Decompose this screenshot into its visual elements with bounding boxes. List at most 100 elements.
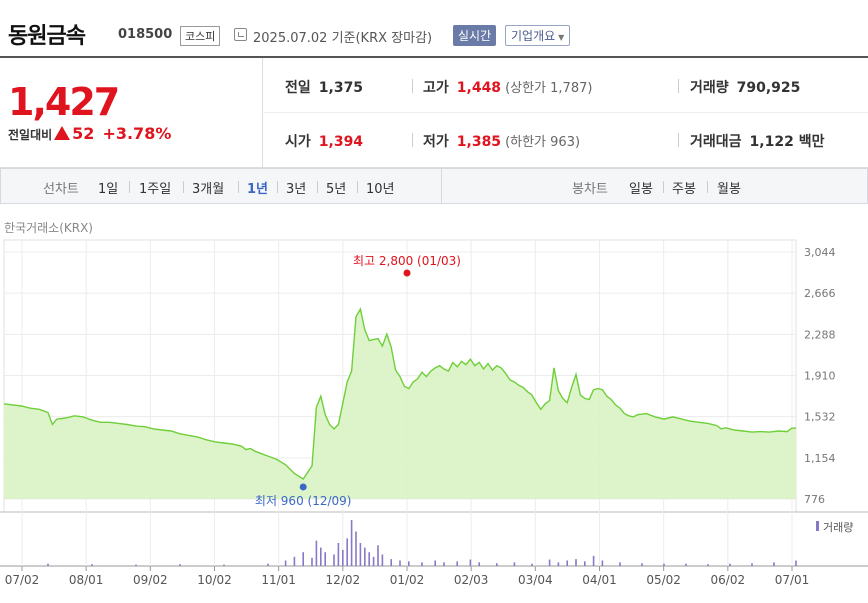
tab-divider — [183, 181, 184, 193]
prev-close: 전일 1,375 — [285, 80, 364, 96]
x-tick-label: 11/01 — [261, 573, 296, 587]
y-tick-label: 1,154 — [804, 452, 836, 465]
volume-bar — [456, 561, 458, 566]
volume-bar — [267, 563, 269, 566]
price-area — [4, 309, 796, 499]
chevron-down-icon: ▼ — [558, 33, 565, 42]
y-tick-label: 2,666 — [804, 287, 836, 300]
x-tick-label: 12/02 — [326, 573, 361, 587]
price-summary: 1,427 전일대비 52 +3.78% 전일 1,375 시가 1,394 고가 1,4… — [0, 58, 868, 168]
volume-bar — [557, 562, 560, 566]
x-tick-label: 04/01 — [582, 573, 617, 587]
volume-bar — [443, 562, 445, 566]
volume-bar — [421, 562, 423, 566]
volume-bar — [685, 563, 687, 566]
volume: 거래량 790,925 — [690, 80, 801, 96]
volume-bar — [795, 560, 797, 566]
y-tick-label: 1,910 — [804, 370, 836, 383]
volume-bar — [324, 552, 326, 566]
volume-bar — [729, 563, 731, 566]
x-tick-label: 05/02 — [646, 573, 681, 587]
volume-bar — [575, 559, 577, 566]
up-arrow-icon — [54, 126, 71, 140]
high-price: 고가 1,448 (상한가 1,787) — [423, 80, 593, 96]
clock-icon — [234, 28, 247, 41]
tab-1y[interactable]: 1년 — [247, 182, 269, 197]
volume-bar — [368, 552, 370, 566]
volume-bar — [601, 560, 604, 566]
tab-monthly[interactable]: 월봉 — [717, 182, 741, 197]
change-value: 52 — [72, 124, 95, 143]
volume-bar — [584, 561, 586, 566]
tab-divider — [317, 181, 318, 193]
realtime-button[interactable]: 실시간 — [453, 25, 497, 46]
x-tick-label: 02/03 — [454, 573, 489, 587]
volume-bar — [350, 520, 353, 566]
volume-bar — [333, 554, 335, 566]
company-overview-button[interactable]: 기업개요 ▼ — [505, 25, 571, 46]
volume-bar — [311, 557, 313, 566]
max-label: 최고 2,800 (01/03) — [353, 254, 461, 268]
y-tick-label: 1,532 — [804, 411, 836, 424]
min-marker — [299, 483, 307, 491]
volume-bar — [566, 560, 568, 566]
x-tick-label: 03/04 — [518, 573, 553, 587]
tab-10y[interactable]: 10년 — [366, 182, 395, 197]
volume-bar — [302, 552, 304, 566]
tab-divider — [238, 181, 239, 193]
volume-bar — [641, 563, 643, 566]
tab-3y[interactable]: 3년 — [286, 182, 307, 197]
chart-period-tabs: 선차트 1일 1주일 3개월 1년 3년 5년 10년 봉차트 일봉 주봉 월봉 — [0, 168, 868, 204]
divider — [678, 133, 679, 147]
tab-weekly[interactable]: 주봉 — [672, 182, 696, 197]
tab-divider — [663, 181, 664, 193]
tab-divider — [707, 181, 708, 193]
volume-bar — [377, 545, 379, 566]
volume-bar — [399, 560, 401, 566]
tab-1w[interactable]: 1주일 — [139, 182, 172, 197]
volume-bar — [751, 563, 753, 566]
stock-code: 018500 — [118, 27, 173, 42]
tab-1d[interactable]: 1일 — [98, 182, 119, 197]
volume-bar — [135, 564, 137, 566]
volume-bar — [707, 564, 709, 566]
tab-divider — [357, 181, 358, 193]
volume-bar — [320, 547, 322, 566]
tab-divider — [277, 181, 278, 193]
volume-bar — [381, 554, 384, 566]
candle-chart-label: 봉차트 — [572, 182, 608, 197]
volume-bar — [773, 562, 775, 566]
min-label: 최저 960 (12/09) — [255, 494, 352, 508]
volume-bar — [372, 556, 375, 566]
tab-3m[interactable]: 3개월 — [192, 182, 225, 197]
volume-legend-swatch — [816, 521, 819, 531]
volume-bar — [531, 563, 533, 566]
x-tick-label: 09/02 — [133, 573, 168, 587]
x-tick-label: 07/01 — [775, 573, 810, 587]
datetime: 2025.07.02 기준(KRX 장마감) — [253, 31, 433, 46]
x-tick-label: 07/02 — [5, 573, 40, 587]
company-overview-label: 기업개요 — [511, 29, 556, 43]
divider — [678, 79, 679, 93]
volume-bar — [478, 562, 480, 566]
tab-divider — [129, 181, 130, 193]
trade-amount: 거래대금 1,122 백만 — [690, 134, 825, 150]
volume-bar — [223, 564, 225, 566]
volume-bar — [619, 562, 621, 566]
volume-bar — [337, 543, 340, 566]
x-tick-label: 01/02 — [390, 573, 425, 587]
volume-bar — [408, 561, 410, 566]
volume-bar — [364, 547, 366, 566]
volume-bar — [284, 560, 287, 566]
volume-bar — [179, 564, 181, 566]
tab-5y[interactable]: 5년 — [326, 182, 347, 197]
tab-daily[interactable]: 일봉 — [629, 182, 653, 197]
volume-bar — [315, 540, 318, 566]
change-row: 전일대비 52 +3.78% — [8, 124, 171, 143]
volume-bar — [663, 563, 665, 566]
open-price: 시가 1,394 — [285, 134, 364, 150]
volume-bar — [548, 559, 551, 566]
change-label: 전일대비 — [8, 128, 53, 142]
volume-bar — [469, 559, 472, 566]
